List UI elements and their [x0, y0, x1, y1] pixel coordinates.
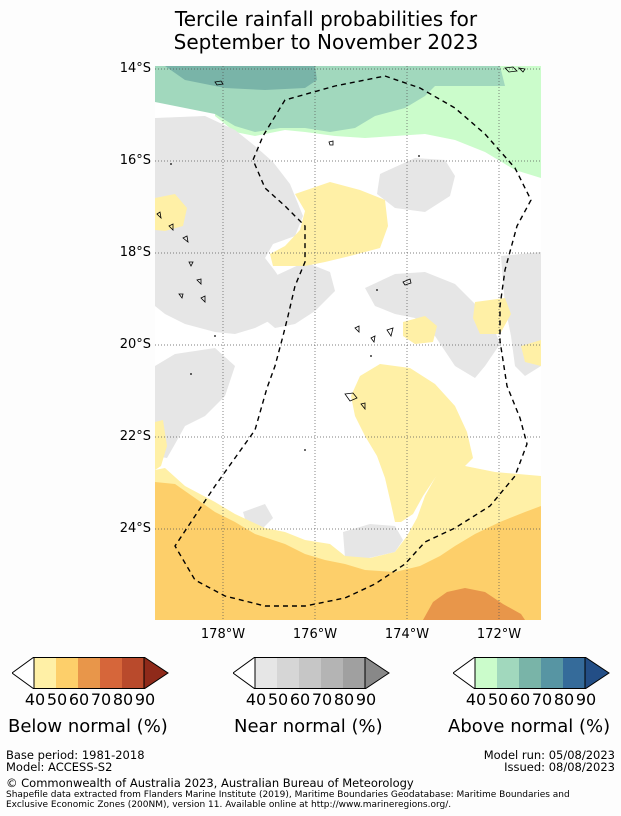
lat-label-20s: 20°S	[119, 337, 151, 352]
island-lau-3	[178, 278, 206, 303]
island-niuatoputapu	[328, 140, 334, 146]
model-text: Model: ACCESS-S2	[6, 760, 113, 774]
lon-label-172w: 172°W	[476, 627, 522, 642]
island-lau-4	[354, 325, 376, 343]
island-lau-2	[182, 235, 194, 267]
below-normal-40-region-west-strip	[155, 420, 167, 470]
lat-label-24s: 24°S	[119, 521, 151, 536]
below-normal-40-region-north	[270, 182, 388, 266]
near-extend-high	[364, 657, 390, 689]
shapefile-credit-line-2: Exclusive Economic Zones (200NM), versio…	[6, 800, 452, 810]
island-uvea	[214, 80, 224, 86]
below-normal-40-region-west	[155, 194, 187, 231]
colorbar-above-normal	[453, 657, 610, 689]
colorbar-near-normal	[233, 657, 390, 689]
above-extend-high	[584, 657, 610, 689]
below-extend-low	[12, 657, 35, 689]
copyright-text: © Commonwealth of Australia 2023, Austra…	[6, 776, 414, 790]
near-normal-region-center	[263, 262, 335, 328]
island-north-east	[504, 66, 526, 73]
island-outlines	[156, 66, 526, 411]
island-vavau	[402, 278, 412, 286]
issued-text: Issued: 08/08/2023	[504, 760, 615, 774]
above-extend-low	[453, 657, 476, 689]
map-title: Tercile rainfall probabilities for Septe…	[0, 8, 621, 54]
near-normal-label: Near normal (%)	[234, 716, 383, 737]
island-lau-1	[156, 211, 174, 231]
lon-label-174w: 174°W	[384, 627, 430, 642]
near-normal-region-south	[343, 524, 403, 558]
above-normal-60-region	[165, 66, 317, 90]
colorbar-below-normal	[12, 657, 169, 689]
lon-label-178w: 178°W	[200, 627, 246, 642]
probability-map	[155, 66, 541, 620]
below-normal-40-region-east-small-2	[403, 316, 437, 344]
below-normal-40-region-east-edge	[521, 340, 541, 366]
below-normal-40-region-center	[351, 364, 473, 522]
shapefile-credit-line-1: Shapefile data extracted from Flanders M…	[6, 790, 570, 800]
model-run-text: Model run: 05/08/2023	[483, 748, 615, 762]
island-dots	[170, 155, 420, 451]
island-tongatapu	[344, 392, 366, 411]
footer-right: Model run: 05/08/2023 Issued: 08/08/2023	[484, 749, 615, 773]
near-normal-region-northeast	[377, 158, 455, 212]
shapefile-credit: Shapefile data extracted from Flanders M…	[6, 790, 570, 810]
lon-label-176w: 176°W	[292, 627, 338, 642]
below-normal-40-region-east-small-1	[473, 298, 511, 334]
eez-boundary	[174, 75, 532, 607]
above-normal-label: Above normal (%)	[448, 716, 611, 737]
below-normal-50-region	[155, 482, 541, 620]
lat-label-14s: 14°S	[119, 61, 151, 76]
near-normal-region-west-mid	[155, 348, 235, 458]
title-line-1: Tercile rainfall probabilities for	[174, 7, 478, 31]
base-period-text: Base period: 1981-2018	[6, 748, 145, 762]
lat-label-18s: 18°S	[119, 245, 151, 260]
map-gridlines	[155, 66, 541, 620]
footer-left: Base period: 1981-2018 Model: ACCESS-S2	[6, 749, 145, 773]
below-extend-high	[143, 657, 169, 689]
lat-label-22s: 22°S	[119, 429, 151, 444]
near-extend-low	[233, 657, 256, 689]
below-normal-60-region	[423, 588, 525, 620]
below-normal-label: Below normal (%)	[8, 716, 168, 737]
near-normal-region-west	[155, 116, 303, 334]
title-line-2: September to November 2023	[173, 30, 479, 54]
island-haapai	[386, 327, 394, 337]
lat-label-16s: 16°S	[119, 153, 151, 168]
